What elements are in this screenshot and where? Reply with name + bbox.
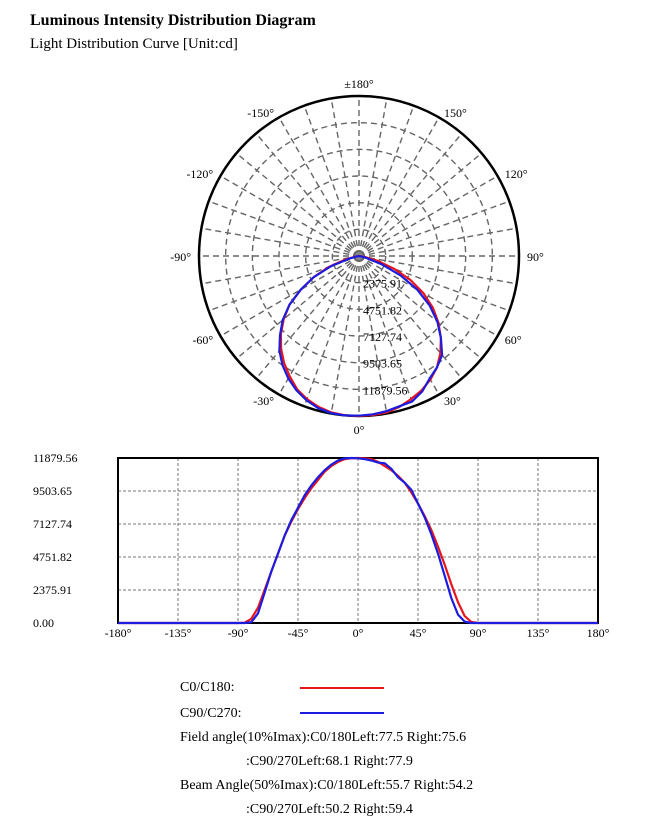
polar-grid-spoke [303,255,360,407]
polar-grid-spoke [255,255,360,380]
x-tick-label: 180° [587,626,610,640]
polar-grid-spoke [330,98,360,257]
y-tick-label: 2375.91 [33,583,72,597]
polar-grid-spoke [358,175,498,257]
legend-item-c0c180: C0/C180: [180,680,234,696]
polar-grid-spoke [278,117,360,257]
polar-angle-label: ±180° [344,77,374,91]
polar-radial-label: 2375.91 [363,277,402,291]
polar-grid-spoke [220,255,360,337]
legend-item-c90c270: C90/C270: [180,706,241,722]
polar-angle-label: 150° [444,106,467,120]
polar-angle-label: -120° [186,167,213,181]
y-tick-label: 7127.74 [33,517,72,531]
polar-grid-spoke [358,200,510,257]
polar-angle-label: -90° [170,250,191,264]
x-tick-label: 45° [410,626,427,640]
polar-grid-spoke [358,152,483,257]
x-tick-label: 135° [527,626,550,640]
field-angle-line-1: Field angle(10%Imax):C0/180Left:77.5 Rig… [180,730,467,745]
polar-grid-spoke [358,255,483,360]
beam-angle-line-2: :C90/270Left:50.2 Right:59.4 [246,802,413,817]
x-tick-label: 90° [470,626,487,640]
polar-angle-label: 120° [505,167,528,181]
polar-grid-ring [251,148,467,364]
polar-grid-spoke [201,227,360,257]
polar-grid-spoke [220,175,360,257]
polar-angle-label: -150° [247,106,274,120]
polar-radial-label: 9503.65 [363,357,402,371]
polar-grid-spoke [358,255,510,312]
legend-swatch-c0c180 [300,687,384,689]
polar-grid-spoke [358,98,388,257]
polar-angle-label: 30° [444,394,461,408]
polar-angle-label: 90° [527,250,544,264]
polar-grid-spoke [358,255,463,380]
polar-grid-spoke [358,132,463,257]
field-angle-line-2: :C90/270Left:68.1 Right:77.9 [246,754,413,769]
polar-grid-spoke [208,200,360,257]
polar-grid-spoke [330,255,360,414]
y-tick-label: 0.00 [33,616,54,630]
legend-label-c90c270: C90/C270: [180,706,242,721]
x-tick-label: -180° [105,626,132,640]
line-chart: 0.00 2375.91 4751.82 7127.74 9503.65 11879.56… [33,451,610,640]
polar-grid-spoke [358,255,415,407]
polar-grid-spoke [278,255,360,395]
x-tick-label: -45° [288,626,309,640]
polar-radial-label: 11879.56 [363,383,408,397]
polar-grid-spoke [358,117,440,257]
polar-radial-label: 7127.74 [363,330,402,344]
diagram-subtitle: Light Distribution Curve [Unit:cd] [30,36,238,52]
y-tick-label: 11879.56 [33,451,78,465]
diagram-title: Luminous Intensity Distribution Diagram [30,12,316,29]
polar-grid-spoke [235,255,360,360]
polar-angle-label: -30° [253,394,274,408]
x-tick-label: 0° [353,626,364,640]
polar-grid-spoke [208,255,360,312]
polar-grid-ring [331,228,387,284]
polar-angle-label: 60° [505,333,522,347]
x-tick-label: -90° [228,626,249,640]
polar-angle-label: 0° [354,423,365,437]
polar-grid-spoke [358,255,440,395]
polar-grid-spoke [235,152,360,257]
polar-grid-spoke [358,255,388,414]
beam-angle-line-1: Beam Angle(50%Imax):C0/180Left:55.7 Righ… [180,778,474,793]
legend-swatch-c90c270 [300,712,384,714]
legend-label-c0c180: C0/C180: [180,680,235,695]
y-tick-label: 4751.82 [33,550,72,564]
polar-grid-spoke [201,255,360,285]
polar-grid-spoke [303,105,360,257]
y-tick-label: 9503.65 [33,484,72,498]
polar-grid-spoke [255,132,360,257]
polar-chart: ±180° 150° -150° 120° -120° 90° -90° 60° -60° 30°… [170,77,544,437]
polar-grid-spoke [358,227,517,257]
polar-curve-c90c270 [278,254,444,417]
polar-grid-spoke [358,255,517,285]
polar-grid-spoke [358,105,415,257]
polar-radial-label: 4751.82 [363,303,402,317]
polar-grid-spoke [358,255,498,337]
x-tick-label: -135° [165,626,192,640]
line-series-c90c270 [118,456,598,625]
polar-angle-label: -60° [192,333,213,347]
